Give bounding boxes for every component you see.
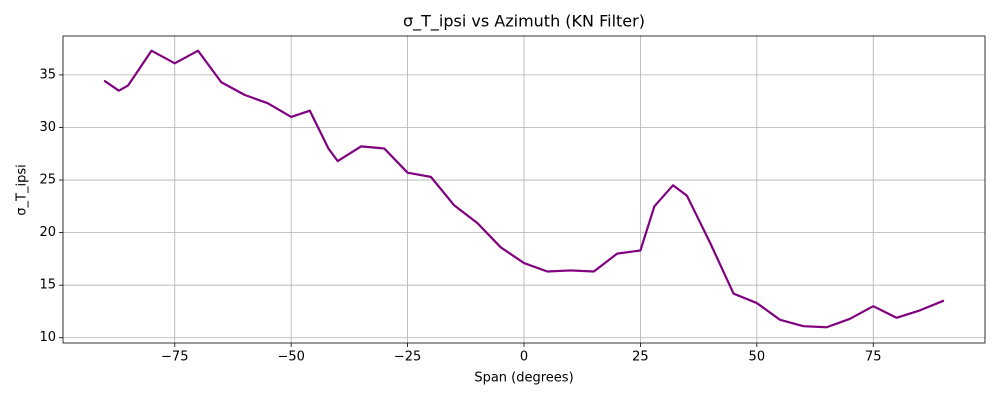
chart-title: σ_T_ipsi vs Azimuth (KN Filter) bbox=[403, 12, 645, 32]
x-tick-label: −50 bbox=[277, 350, 304, 365]
data-line bbox=[103, 49, 945, 329]
x-tick-label: −75 bbox=[161, 350, 188, 365]
x-tick-label: 75 bbox=[865, 350, 882, 365]
x-tick-label: −25 bbox=[394, 350, 421, 365]
y-tick-label: 30 bbox=[39, 120, 56, 135]
x-tick-label: 25 bbox=[632, 350, 649, 365]
y-tick-label: 25 bbox=[39, 173, 56, 188]
x-tick-label: 0 bbox=[520, 350, 528, 365]
x-axis-label: Span (degrees) bbox=[474, 371, 573, 386]
x-tick-label: 50 bbox=[749, 350, 766, 365]
y-tick-label: 10 bbox=[39, 330, 56, 345]
y-axis-label: σ_T_ipsi bbox=[15, 164, 30, 215]
y-tick-label: 35 bbox=[39, 67, 56, 82]
y-tick-label: 20 bbox=[39, 225, 56, 240]
plot-frame bbox=[62, 35, 986, 344]
y-tick-label: 15 bbox=[39, 278, 56, 293]
